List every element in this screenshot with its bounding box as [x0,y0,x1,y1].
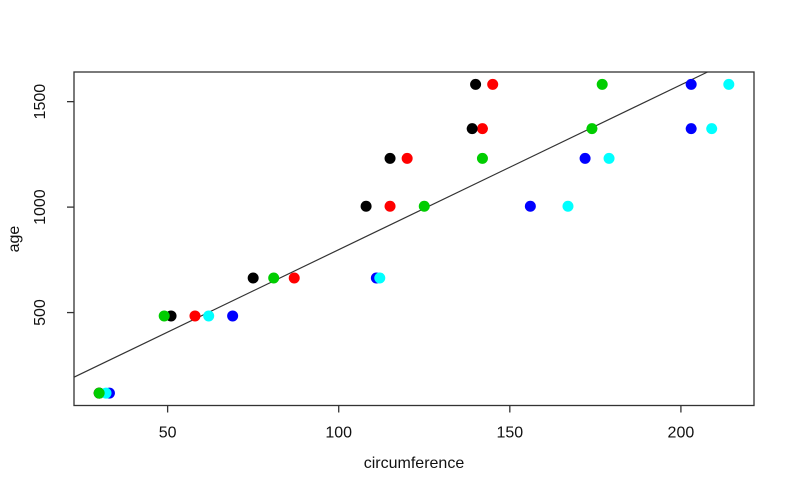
axis-ticks [67,101,682,413]
data-point-tree-4 [706,123,718,135]
data-point-tree-1 [401,152,413,164]
y-tick-label: 1500 [32,84,49,120]
data-point-tree-1 [384,200,396,212]
data-point-tree-4 [203,310,215,322]
data-point-tree-3 [360,200,372,212]
data-point-tree-5 [418,200,430,212]
y-tick-label: 1000 [32,189,49,225]
data-point-tree-5 [476,152,488,164]
y-axis-label: age [6,226,23,253]
axis-tick-labels: 50 100 150 200 500 1000 1500 [32,84,694,442]
y-tick-label: 500 [32,299,49,326]
regression-line [73,71,708,378]
data-point-tree-1 [487,78,499,90]
data-point-tree-3 [466,123,478,135]
data-point-tree-4 [562,200,574,212]
data-point-tree-4 [374,272,386,284]
x-tick-label: 50 [159,425,177,442]
x-axis-label: circumference [364,455,465,472]
data-point-tree-5 [596,78,608,90]
data-point-tree-5 [268,272,280,284]
regression-line-layer [73,71,708,378]
data-point-tree-1 [476,123,488,135]
data-point-tree-3 [384,152,396,164]
data-point-tree-1 [189,310,201,322]
plot-box-border [73,71,755,407]
data-points-layer [93,78,735,399]
data-point-tree-5 [586,123,598,135]
data-point-tree-4 [603,152,615,164]
data-point-tree-1 [288,272,300,284]
x-tick-label: 200 [668,425,695,442]
x-tick-label: 150 [496,425,523,442]
data-point-tree-2 [227,310,239,322]
data-point-tree-5 [158,310,170,322]
data-point-tree-3 [470,78,482,90]
data-point-tree-2 [579,152,591,164]
data-point-tree-2 [685,78,697,90]
data-point-tree-4 [723,78,735,90]
x-tick-label: 100 [325,425,352,442]
data-point-tree-3 [247,272,259,284]
data-point-tree-2 [524,200,536,212]
data-point-tree-2 [685,123,697,135]
data-point-tree-5 [93,387,105,399]
